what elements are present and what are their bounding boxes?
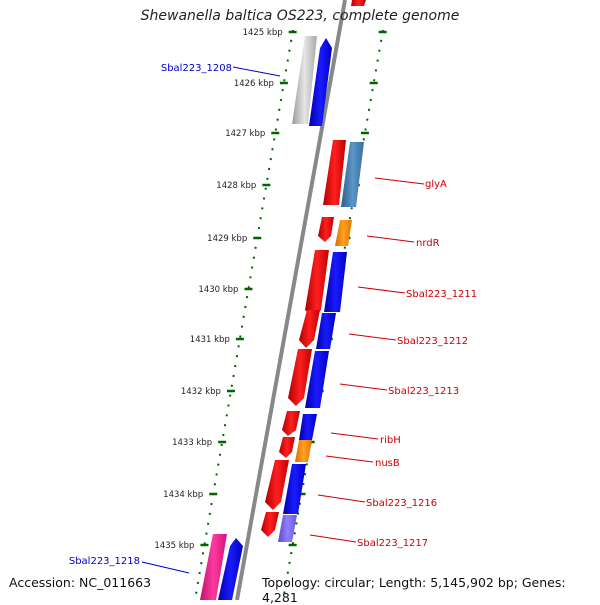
gene-feature-glyA	[341, 142, 364, 207]
gene-feature-red-1	[323, 140, 346, 205]
gene-feature-nrdR	[335, 220, 352, 246]
left-tick-ring	[194, 29, 294, 600]
genome-summary-text: Topology: circular; Length: 5,145,902 bp…	[262, 575, 566, 605]
left-label-sbal1208[interactable]: Sbal223_1208	[161, 63, 232, 74]
gene-features	[200, 0, 366, 600]
tick-label: 1434 kbp	[163, 490, 203, 500]
gene-feature-red-8	[265, 460, 289, 510]
gene-feature-sbal1217	[278, 515, 297, 542]
tick-label: 1432 kbp	[181, 387, 221, 397]
right-label-nrdR[interactable]: nrdR	[416, 238, 440, 249]
gene-feature-sbal1208	[309, 38, 332, 126]
tick-label: 1433 kbp	[172, 438, 212, 448]
gene-feature-red-6	[282, 411, 300, 436]
right-label-ribH[interactable]: ribH	[380, 435, 401, 446]
right-label-sbal1213[interactable]: Sbal223_1213	[388, 386, 459, 397]
map-title: Shewanella baltica OS223, complete genom…	[140, 8, 460, 24]
gene-feature-sbal1216	[283, 464, 306, 514]
gene-feature-sbal1218	[200, 534, 227, 600]
tick-label: 1431 kbp	[190, 335, 230, 345]
gene-feature-sbal1211	[324, 252, 347, 312]
right-label-sbal1216[interactable]: Sbal223_1216	[366, 498, 437, 509]
gene-feature-red-2	[318, 217, 334, 242]
tick-label: 1435 kbp	[154, 541, 194, 551]
label-leaders	[141, 66, 425, 574]
gene-feature-red-4	[299, 310, 320, 348]
gene-feature-blue-bottom	[218, 538, 243, 600]
tick-label: 1430 kbp	[198, 285, 238, 295]
genome-backbone	[235, 0, 347, 600]
tick-label: 1429 kbp	[207, 234, 247, 244]
gene-feature-red-5	[288, 349, 312, 406]
tick-label: 1428 kbp	[216, 181, 256, 191]
gene-feature-ribH	[299, 414, 317, 440]
tick-label: 1426 kbp	[234, 79, 274, 89]
gene-feature-sbal1212	[316, 313, 336, 349]
right-label-sbal1217[interactable]: Sbal223_1217	[357, 538, 428, 549]
gene-labels: Sbal223_1208 Sbal223_1218 glyA nrdR Sbal…	[69, 63, 477, 567]
tick-label: 1427 kbp	[225, 129, 265, 139]
gene-feature-nusB	[295, 440, 312, 462]
right-label-sbal1212[interactable]: Sbal223_1212	[397, 336, 468, 347]
accession-text: Accession: NC_011663	[9, 575, 152, 590]
tick-group: 1425 kbp 1426 kbp 1427 kbp 1428 kbp 1429 kbp…	[154, 28, 387, 551]
right-label-glyA[interactable]: glyA	[425, 179, 447, 190]
left-label-sbal1218[interactable]: Sbal223_1218	[69, 556, 140, 567]
gene-feature-gray	[292, 36, 317, 124]
gene-feature-sbal1213	[305, 351, 329, 408]
gene-feature-top-red	[351, 0, 366, 6]
gene-feature-red-3	[305, 250, 329, 318]
gene-feature-red-9	[261, 512, 279, 537]
gene-feature-red-7	[279, 437, 295, 458]
tick-label: 1425 kbp	[243, 28, 283, 38]
right-label-nusB[interactable]: nusB	[375, 458, 400, 469]
right-label-sbal1211[interactable]: Sbal223_1211	[406, 289, 477, 300]
